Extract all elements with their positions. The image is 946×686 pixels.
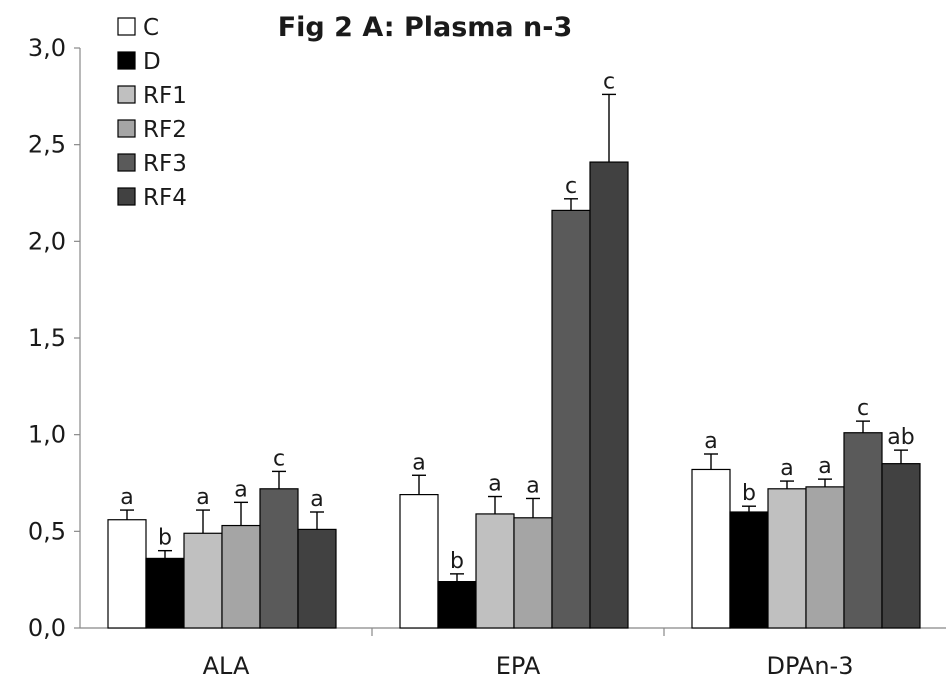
legend-swatch [117,119,136,138]
y-tick-label: 0,0 [28,614,66,642]
significance-label: a [196,485,209,510]
bar-rf2-dpan-3 [805,486,845,629]
y-tick-label: 1,5 [28,324,66,352]
y-tick-label: 2,5 [28,131,66,159]
bar-rf3-epa [551,209,591,629]
axes: 0,0 0,5 1,0 1,5 2,0 2,5 3,0 ALA EPA DPAn-3 [28,34,946,680]
significance-label: a [234,477,247,502]
significance-label: a [818,454,831,479]
legend-label: D [143,49,161,75]
bar-rf3-ala [259,488,299,629]
bar-rf4-dpan-3 [881,463,921,629]
legend-swatch [117,187,136,206]
legend-swatch [117,153,136,172]
y-tick-label: 1,0 [28,421,66,449]
chart-title: Fig 2 A: Plasma n-3 [278,12,573,43]
legend-label: RF4 [143,185,187,211]
bar-rf1-epa [475,513,515,629]
y-tick-label: 2,0 [28,227,66,255]
bar-rf4-epa [589,161,629,629]
significance-label: c [273,446,285,471]
bar-rf3-dpan-3 [843,432,883,629]
legend-label: RF3 [143,151,187,177]
y-tick-label: 0,5 [28,517,66,545]
bar-d-dpan-3 [729,511,769,629]
bar-rf1-ala [183,532,223,629]
x-category-label: DPAn-3 [767,652,854,680]
bar-c-ala [107,519,147,629]
significance-label: b [158,526,172,551]
bar-rf4-ala [297,528,337,629]
significance-label: a [488,472,501,497]
significance-label: c [857,396,869,421]
significance-label: a [780,456,793,481]
significance-label: a [412,450,425,475]
legend-swatch [117,51,136,70]
legend-label: RF1 [143,83,187,109]
significance-label: b [742,481,756,506]
significance-label: c [603,69,615,94]
significance-label: c [565,174,577,199]
x-category-label: ALA [203,652,250,680]
legend-swatch [117,85,136,104]
legend-label: C [143,15,159,41]
bar-rf1-dpan-3 [767,488,807,629]
significance-label: a [310,487,323,512]
legend: CD RF1 RF2 RF3 RF4 [117,15,187,211]
bar-c-dpan-3 [691,468,731,629]
bar-d-epa [437,580,477,629]
legend-swatch [117,17,136,36]
significance-label: a [704,429,717,454]
bar-rf2-epa [513,517,553,629]
y-tick-label: 3,0 [28,34,66,62]
bar-c-epa [399,494,439,629]
significance-label: a [526,473,539,498]
legend-label: RF2 [143,117,187,143]
x-category-label: EPA [496,652,541,680]
significance-label: ab [887,425,914,450]
significance-label: b [450,549,464,574]
bar-rf2-ala [221,524,261,629]
significance-label: a [120,485,133,510]
bar-d-ala [145,557,185,629]
